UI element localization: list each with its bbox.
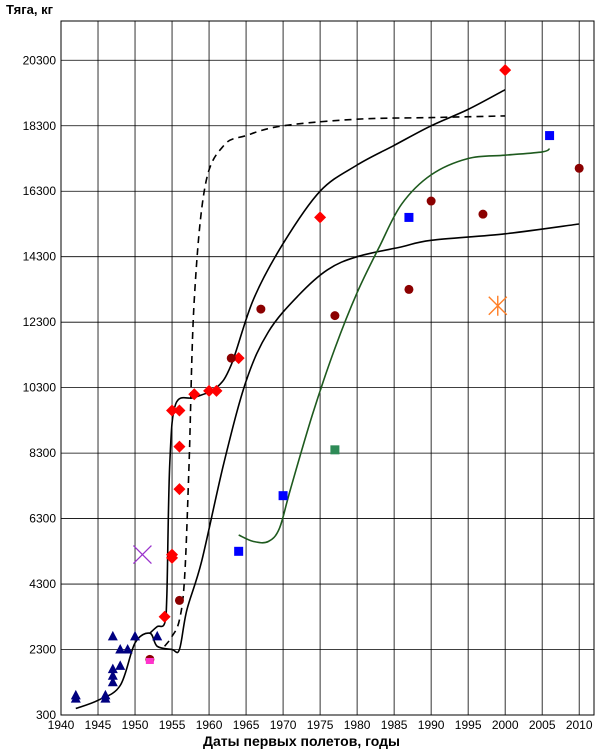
diamond-point: [173, 440, 186, 453]
trend-curve-1: [149, 88, 506, 634]
diamond-point: [173, 404, 186, 417]
diamond-point: [499, 64, 512, 77]
x-tick-label: 1960: [196, 718, 223, 732]
triangle-point: [100, 689, 111, 700]
circle-point: [426, 196, 436, 206]
circle-point: [330, 311, 340, 321]
x-tick-label: 1940: [48, 718, 75, 732]
x-tick-label: 1965: [233, 718, 260, 732]
triangle-point: [107, 676, 118, 687]
diamond-point: [166, 551, 179, 564]
triangle-point: [130, 630, 141, 641]
star-point: [488, 295, 508, 316]
diamond-point: [203, 384, 216, 397]
x-tick-label: 1985: [381, 718, 408, 732]
x-tick-label: 1980: [344, 718, 371, 732]
y-tick-label: 20300: [23, 53, 57, 67]
x-tick-label: 1955: [159, 718, 186, 732]
diamond-point: [188, 388, 201, 401]
circle-point: [226, 353, 236, 363]
y-tick-label: 4300: [29, 577, 56, 591]
y-tick-label: 8300: [29, 446, 56, 460]
x-tick-label: 1990: [418, 718, 445, 732]
square-point: [545, 131, 555, 141]
y-tick-label: 12300: [23, 315, 57, 329]
square-point: [404, 212, 414, 222]
diamond-point: [166, 404, 179, 417]
triangle-point: [152, 630, 163, 641]
y-tick-label: 2300: [29, 643, 56, 657]
y-tick-label: 300: [36, 708, 56, 722]
y-tick-label: 14300: [23, 250, 57, 264]
triangle-point: [122, 644, 133, 654]
x-tick-label: 1970: [270, 718, 297, 732]
diamond-point: [232, 352, 245, 365]
x-tick-label: 1950: [122, 718, 149, 732]
square-point: [278, 491, 288, 501]
diamond-point: [158, 610, 171, 623]
x-tick-label: 2000: [492, 718, 519, 732]
y-axis-label: Тяга, кг: [6, 2, 53, 17]
x-point: [132, 545, 152, 565]
diamond-point: [210, 384, 223, 397]
x-tick-label: 2005: [529, 718, 556, 732]
x-tick-label: 1975: [307, 718, 334, 732]
diamond-point: [314, 211, 327, 224]
triangle-point: [115, 644, 126, 654]
y-tick-label: 16300: [23, 184, 57, 198]
trend-curve-3: [238, 147, 551, 544]
x-axis-label: Даты первых полетов, годы: [203, 733, 400, 749]
triangle-point: [107, 670, 118, 680]
square-point: [330, 445, 340, 455]
triangle-point: [107, 663, 118, 674]
x-tick-label: 1945: [85, 718, 112, 732]
circle-point: [574, 163, 584, 173]
trend-curve-dashed: [163, 115, 506, 647]
y-tick-label: 10300: [23, 381, 57, 395]
square-point: [234, 546, 244, 556]
y-tick-label: 18300: [23, 119, 57, 133]
circle-point: [404, 284, 414, 294]
y-tick-label: 6300: [29, 512, 56, 526]
circle-point: [256, 304, 266, 314]
x-tick-label: 1995: [455, 718, 482, 732]
square-point: [145, 657, 154, 664]
triangle-point: [107, 630, 118, 641]
diamond-point: [173, 483, 186, 496]
triangle-point: [70, 693, 81, 703]
x-tick-label: 2010: [566, 718, 593, 732]
circle-point: [174, 595, 184, 605]
triangle-point: [115, 660, 126, 670]
circle-point: [478, 209, 488, 219]
